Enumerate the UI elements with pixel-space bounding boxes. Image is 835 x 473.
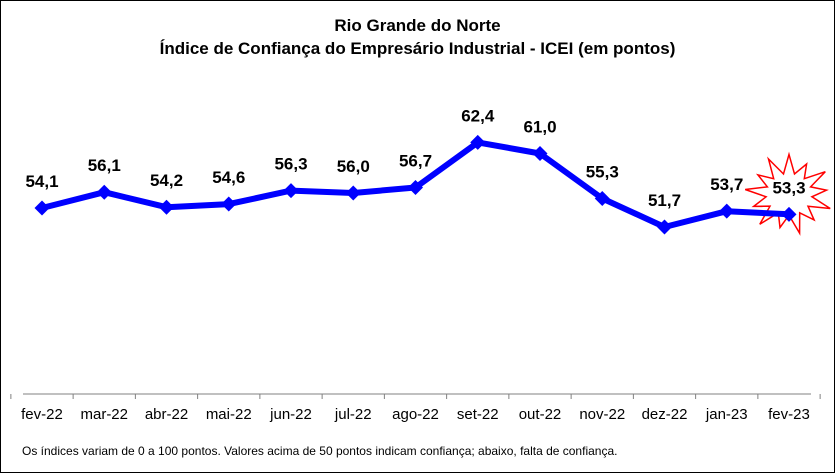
data-label-dez-22: 51,7 xyxy=(648,191,681,210)
data-point-jun-22 xyxy=(283,183,299,199)
data-point-dez-22 xyxy=(657,219,672,235)
data-label-jan-23: 53,7 xyxy=(710,175,743,194)
data-point-mar-22 xyxy=(96,184,112,200)
x-tick-label-jul-22: jul-22 xyxy=(334,406,372,423)
chart-subtitle: Índice de Confiança do Empresário Indust… xyxy=(159,39,676,58)
data-label-abr-22: 54,2 xyxy=(150,171,183,190)
x-tick-label-mai-22: mai-22 xyxy=(206,406,252,423)
data-label-nov-22: 55,3 xyxy=(586,163,619,182)
x-tick-label-fev-23: fev-23 xyxy=(768,406,810,423)
data-label-mai-22: 54,6 xyxy=(212,168,245,187)
x-tick-label-jan-23: jan-23 xyxy=(705,406,748,423)
data-label-mar-22: 56,1 xyxy=(88,156,121,175)
x-tick-label-ago-22: ago-22 xyxy=(392,406,439,423)
data-point-fev-22 xyxy=(34,200,50,216)
data-labels: 54,1 56,1 54,2 54,6 56,3 56,0 56,7 62,4 61,0 55,3… xyxy=(25,106,805,210)
data-label-fev-23: 53,3 xyxy=(772,178,805,197)
data-point-fev-23 xyxy=(781,206,797,222)
x-tick-label-abr-22: abr-22 xyxy=(145,406,188,423)
data-point-ago-22 xyxy=(408,179,423,195)
chart-title: Rio Grande do Norte xyxy=(334,16,501,35)
data-point-mai-22 xyxy=(221,196,237,212)
data-label-fev-22: 54,1 xyxy=(25,172,58,191)
x-tick-label-set-22: set-22 xyxy=(457,406,499,423)
data-point-jan-23 xyxy=(719,203,735,219)
x-tick-label-dez-22: dez-22 xyxy=(642,406,688,423)
x-tick-label-nov-22: nov-22 xyxy=(579,406,625,423)
data-label-ago-22: 56,7 xyxy=(399,151,432,170)
data-point-out-22 xyxy=(532,145,548,161)
x-tick-label-fev-22: fev-22 xyxy=(21,406,63,423)
x-tick-label-out-22: out-22 xyxy=(519,406,562,423)
data-point-set-22 xyxy=(470,134,486,150)
data-label-jun-22: 56,3 xyxy=(274,155,307,174)
footnote: Os índices variam de 0 a 100 pontos. Val… xyxy=(22,444,618,458)
data-point-abr-22 xyxy=(159,199,174,215)
data-label-jul-22: 56,0 xyxy=(337,157,370,176)
data-point-nov-22 xyxy=(594,191,610,207)
x-tick-label-mar-22: mar-22 xyxy=(80,406,128,423)
x-axis-tick-labels: fev-22 mar-22 abr-22 mai-22 jun-22 jul-22 ago-… xyxy=(21,406,810,423)
data-label-set-22: 62,4 xyxy=(461,106,495,125)
data-point-jul-22 xyxy=(345,185,361,201)
x-axis-ticks xyxy=(10,394,821,399)
x-tick-label-jun-22: jun-22 xyxy=(269,406,312,423)
data-points xyxy=(34,134,797,235)
data-label-out-22: 61,0 xyxy=(523,117,556,136)
